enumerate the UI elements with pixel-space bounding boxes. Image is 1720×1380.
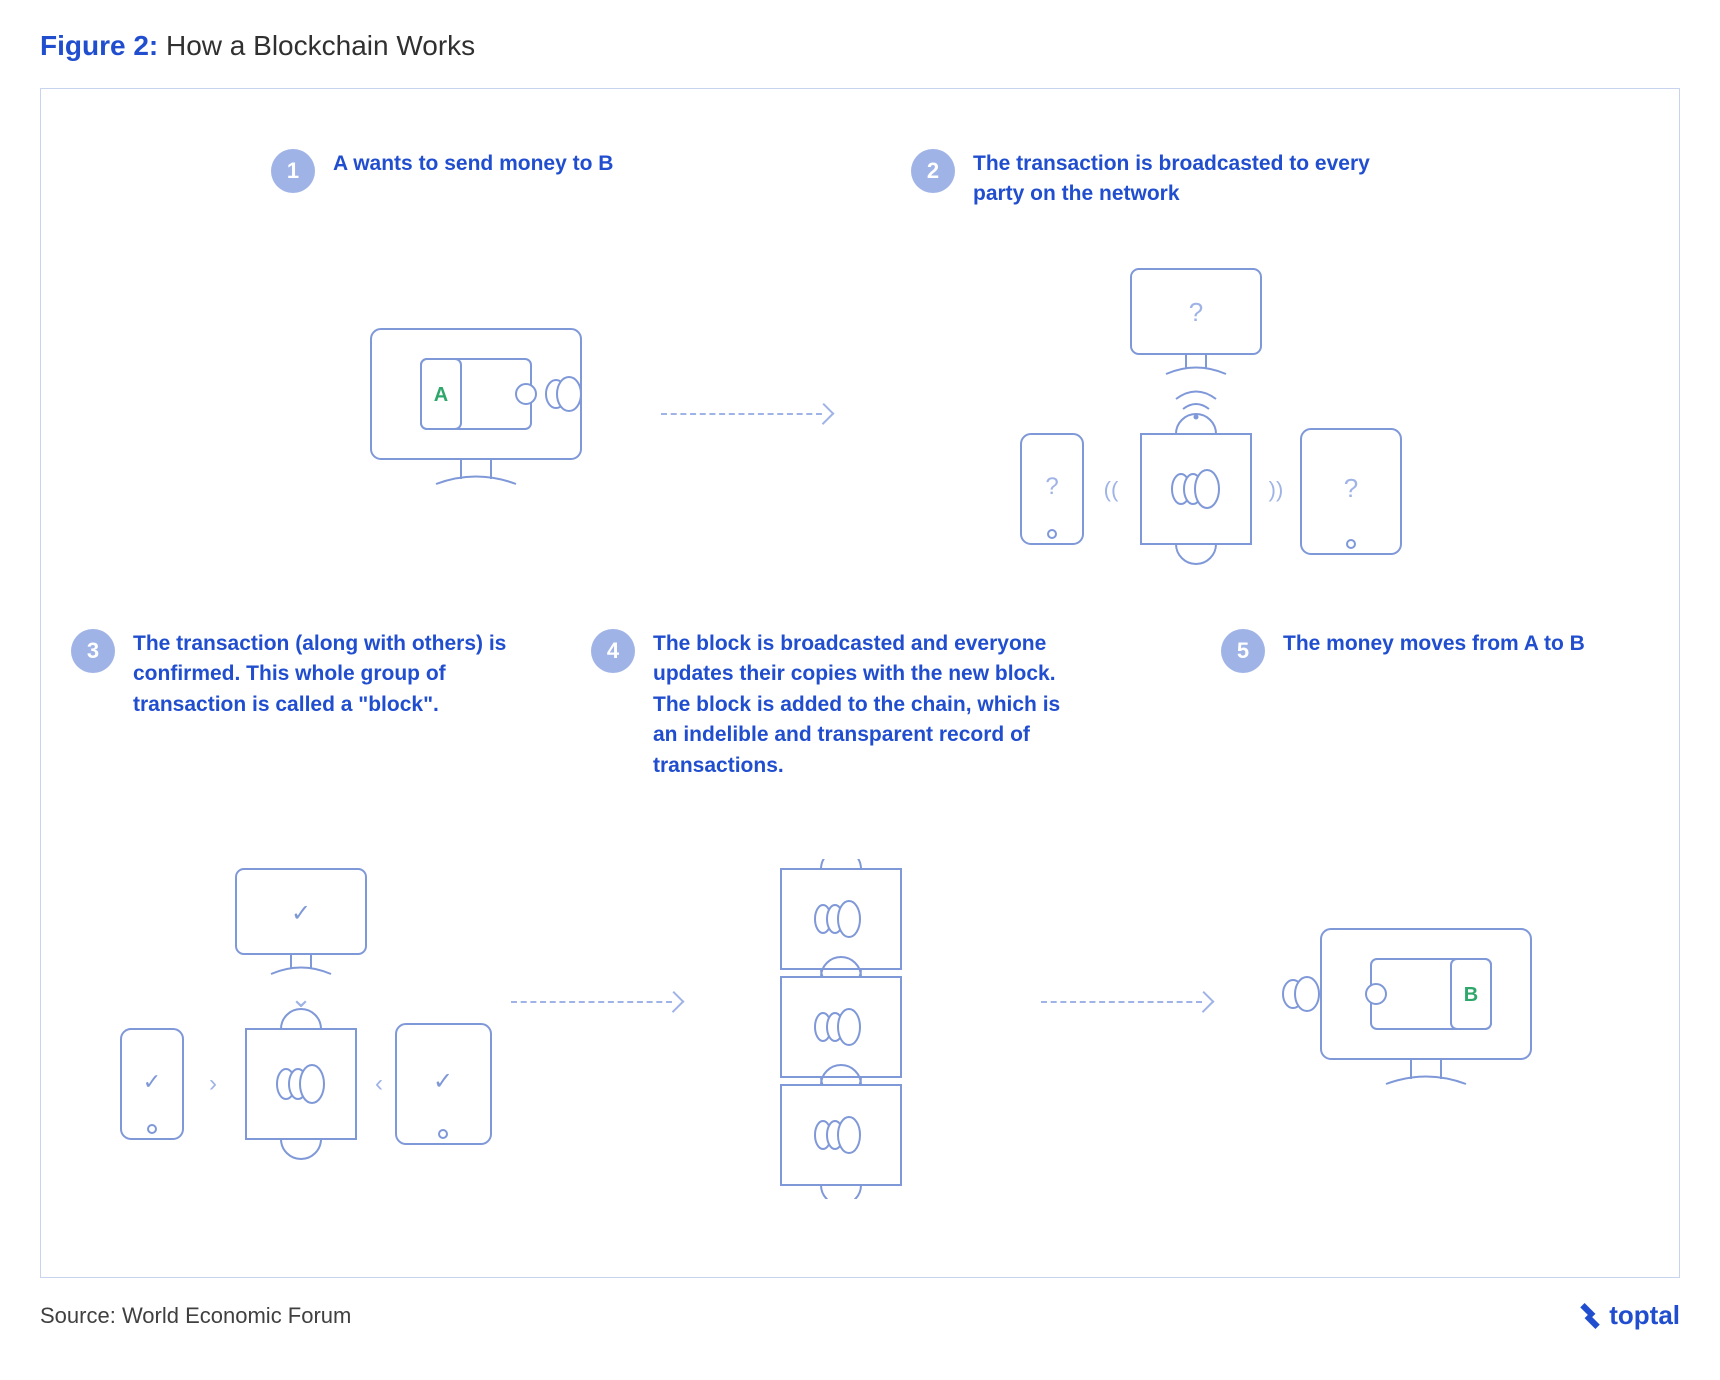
step-3-badge: 3 (71, 629, 115, 673)
arrow-3-4 (511, 994, 681, 1010)
step-2-text: The transaction is broadcasted to every … (973, 149, 1393, 210)
tablet-check-icon: ✓ (433, 1068, 453, 1095)
tablet-question-icon: ? (1344, 473, 1358, 503)
brand-logo: toptal (1577, 1300, 1680, 1331)
step-1-badge: 1 (271, 149, 315, 193)
arrow-4-5 (1041, 994, 1211, 1010)
step-1: 1 A wants to send money to B (271, 149, 613, 193)
wallet-a-letter: A (434, 384, 448, 406)
step-1-text: A wants to send money to B (333, 149, 613, 179)
graphic-network-confirmed: ✓ ⌄ ✓ › ✓ ‹ (101, 859, 501, 1184)
step-4: 4 The block is broadcasted and everyone … (591, 629, 1073, 781)
step-5: 5 The money moves from A to B (1221, 629, 1585, 673)
toptal-icon (1577, 1303, 1603, 1329)
signal-right-icon: )) (1269, 477, 1284, 502)
monitor-question-icon: ? (1189, 297, 1203, 327)
graphic-monitor-wallet-b: B (1271, 919, 1551, 1114)
graphic-blockchain (761, 859, 921, 1204)
graphic-network-broadcast: ? ? (( ? (961, 259, 1421, 574)
source-prefix: Source: (40, 1303, 122, 1328)
diagram-container: 1 A wants to send money to B 2 The trans… (40, 88, 1680, 1278)
step-4-text: The block is broadcasted and everyone up… (653, 629, 1073, 781)
step-3: 3 The transaction (along with others) is… (71, 629, 553, 720)
figure-label-rest: How a Blockchain Works (158, 30, 475, 61)
step-5-badge: 5 (1221, 629, 1265, 673)
step-5-text: The money moves from A to B (1283, 629, 1585, 659)
brand-name: toptal (1609, 1300, 1680, 1331)
source-line: Source: World Economic Forum (40, 1303, 351, 1329)
source-name: World Economic Forum (122, 1303, 351, 1328)
figure-label-lead: Figure 2: (40, 30, 158, 61)
arrow-1-2 (661, 406, 831, 422)
phone-question-icon: ? (1045, 473, 1058, 500)
step-2-badge: 2 (911, 149, 955, 193)
step-2: 2 The transaction is broadcasted to ever… (911, 149, 1393, 210)
signal-left-icon: (( (1104, 477, 1119, 502)
step-4-badge: 4 (591, 629, 635, 673)
wallet-b-letter: B (1464, 984, 1478, 1006)
figure-title: Figure 2: How a Blockchain Works (40, 30, 1680, 62)
step-3-text: The transaction (along with others) is c… (133, 629, 553, 720)
chevron-right-icon: › (209, 1070, 217, 1097)
monitor-check-icon: ✓ (291, 900, 311, 927)
phone-check-icon: ✓ (143, 1069, 161, 1094)
chevron-left-icon: ‹ (375, 1070, 383, 1097)
graphic-monitor-wallet-a: A (351, 319, 611, 514)
